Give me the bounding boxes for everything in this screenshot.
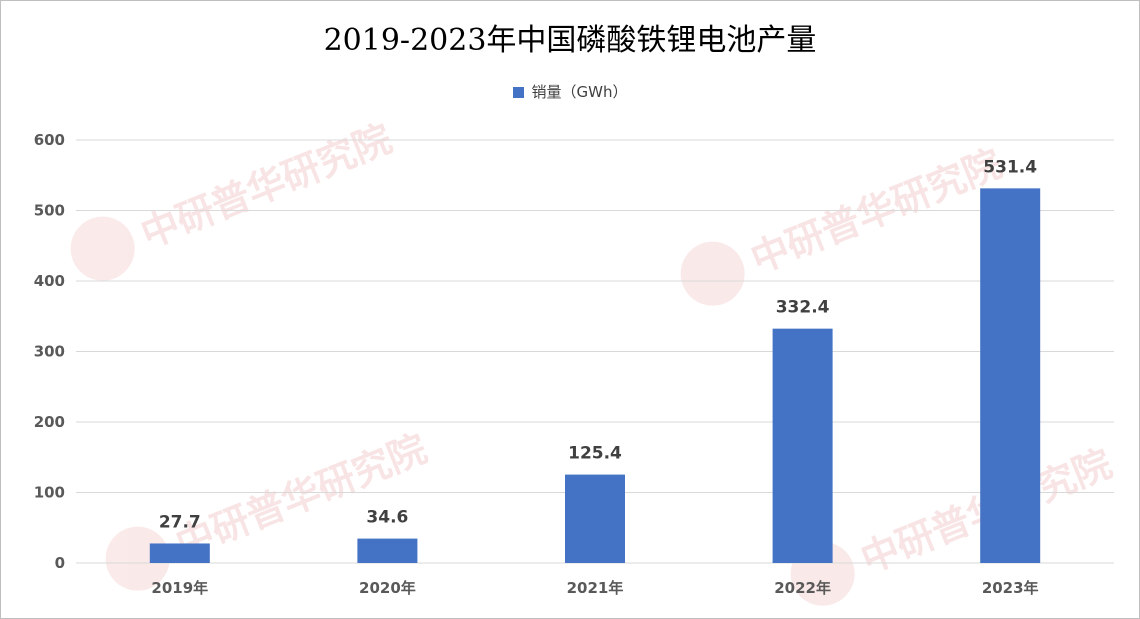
data-label: 125.4 [568, 444, 622, 464]
y-tick-label: 0 [55, 554, 65, 572]
data-label: 531.4 [983, 157, 1037, 177]
chart-title: 2019-2023年中国磷酸铁锂电池产量 [323, 23, 817, 58]
bar [149, 543, 210, 563]
data-label: 34.6 [366, 508, 408, 528]
legend-label: 销量（GWh） [531, 83, 628, 101]
bar [357, 538, 418, 563]
y-tick-label: 400 [34, 272, 65, 290]
x-tick-label: 2022年 [774, 579, 831, 597]
x-tick-label: 2023年 [982, 579, 1039, 597]
x-tick-label: 2020年 [359, 579, 416, 597]
y-tick-label: 300 [34, 343, 65, 361]
bar [980, 188, 1041, 563]
bar [772, 328, 833, 563]
legend-swatch [512, 87, 524, 98]
data-label: 27.7 [159, 512, 201, 532]
y-tick-label: 200 [34, 413, 65, 431]
y-tick-label: 100 [34, 484, 65, 502]
legend: 销量（GWh） [1, 81, 1139, 102]
x-tick-label: 2019年 [151, 579, 208, 597]
x-tick-label: 2021年 [567, 579, 624, 597]
y-tick-label: 600 [34, 131, 65, 149]
bar [565, 474, 625, 563]
data-label: 332.4 [776, 298, 830, 318]
y-tick-label: 500 [34, 202, 65, 220]
